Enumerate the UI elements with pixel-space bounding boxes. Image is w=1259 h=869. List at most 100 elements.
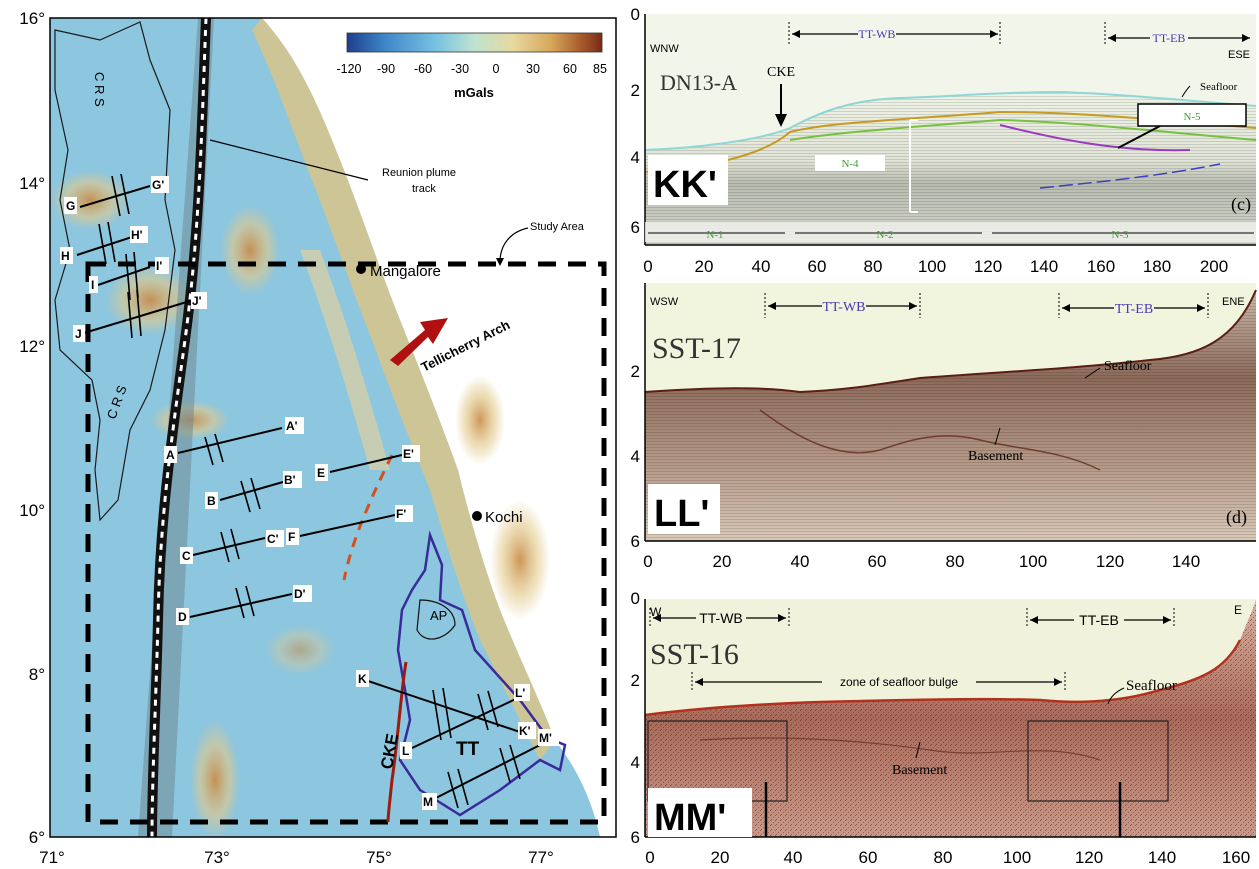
city-dot-mangalore xyxy=(356,264,366,274)
dir-right-c: ESE xyxy=(1228,49,1250,61)
x-tick: 0 xyxy=(645,848,654,867)
mm-label-box xyxy=(648,788,752,837)
bulge-label: zone of seafloor bulge xyxy=(840,675,958,689)
ttwb-c: TT-WB xyxy=(859,27,896,41)
cbar-tick: -60 xyxy=(414,62,432,76)
tellicherry-arrow xyxy=(390,318,448,366)
crs-label-top: C R S xyxy=(92,72,107,107)
n1-label: N-1 xyxy=(706,229,723,241)
profile-label: J' xyxy=(192,294,202,308)
anomaly xyxy=(265,625,335,675)
profile-i xyxy=(97,266,151,286)
city-dot-kochi xyxy=(472,511,482,521)
x-tick: 120 xyxy=(974,257,1002,276)
profile-label: I' xyxy=(156,259,162,273)
profile-f xyxy=(299,514,396,537)
profile-l xyxy=(411,696,521,749)
x-tick: 60 xyxy=(868,552,887,571)
profile-labels: G G' H H' I I' J J' A A' B B' C C' D D' … xyxy=(60,176,559,810)
lon-label: 71° xyxy=(39,848,65,867)
y-tick: 0 xyxy=(631,589,640,608)
horizon-c-green xyxy=(789,118,1257,141)
lat-label: 12° xyxy=(19,337,45,356)
cbar-tick: -30 xyxy=(451,62,469,76)
ll-label-box xyxy=(648,484,720,534)
city-kochi: Kochi xyxy=(485,509,523,526)
colorbar-ticks: -120 -90 -60 -30 0 30 60 85 xyxy=(336,62,607,76)
study-area-pointer xyxy=(499,227,529,263)
x-tick: 0 xyxy=(643,552,652,571)
kk-label: KK' xyxy=(653,164,717,206)
profile-label: F xyxy=(288,530,295,544)
plume-label-2: track xyxy=(412,183,436,195)
x-tick: 100 xyxy=(918,257,946,276)
x-tick: 80 xyxy=(864,257,883,276)
ll-label: LL' xyxy=(654,493,709,535)
y-tick: 0 xyxy=(631,5,640,24)
profile-label: A' xyxy=(286,419,298,433)
coastal-high xyxy=(252,18,555,760)
cbar-tick: 60 xyxy=(563,62,577,76)
seafloor-c-label: Seafloor xyxy=(1200,81,1238,93)
profile-g xyxy=(79,185,151,208)
profile-label: H xyxy=(61,249,70,263)
cke-label-c: CKE xyxy=(767,65,795,80)
y-tick: 4 xyxy=(631,753,640,772)
cbar-tick: 30 xyxy=(526,62,540,76)
x-tick: 20 xyxy=(713,552,732,571)
cbar-tick: 85 xyxy=(593,62,607,76)
colorbar-unit: mGals xyxy=(454,85,494,100)
x-tick: 100 xyxy=(1019,552,1047,571)
basement-d xyxy=(759,409,1101,471)
tt-label: TT xyxy=(456,739,480,760)
cbar-tick: 0 xyxy=(493,62,500,76)
x-tick: 140 xyxy=(1172,552,1200,571)
panel-ll: 2 4 6 0 20 40 60 80 100 120 140 WSW ENE … xyxy=(631,283,1257,571)
seafloor-e xyxy=(644,639,1242,717)
x-ticks-d: 0 20 40 60 80 100 120 140 xyxy=(643,552,1200,571)
n4-label: N-4 xyxy=(841,158,859,170)
ttwb-d: TT-WB xyxy=(822,300,865,315)
anomaly xyxy=(50,170,130,230)
crs-outline xyxy=(54,21,176,522)
x-tick: 80 xyxy=(946,552,965,571)
basement-e-label: Basement xyxy=(892,763,947,778)
y-tick: 4 xyxy=(631,447,640,466)
seismic-e-texture xyxy=(645,600,1256,837)
lon-label: 77° xyxy=(528,848,554,867)
cbar-tick: -120 xyxy=(336,62,361,76)
dir-left-d: WSW xyxy=(650,296,679,308)
y-tick: 2 xyxy=(631,671,640,690)
panel-c-tag: (c) xyxy=(1231,194,1251,215)
n5-label: N-5 xyxy=(1183,111,1201,123)
city-mangalore: Mangalore xyxy=(370,263,441,280)
x-ticks-c: 0 20 40 60 80 100 120 140 160 180 200 xyxy=(643,257,1228,276)
ridge-high xyxy=(300,250,390,470)
profile-label: E xyxy=(317,466,325,480)
land xyxy=(262,18,616,837)
profile-c xyxy=(192,537,266,556)
dir-left-c: WNW xyxy=(650,43,679,55)
cbar-tick: -90 xyxy=(377,62,395,76)
lat-label: 8° xyxy=(29,665,45,684)
lat-label: 10° xyxy=(19,501,45,520)
profile-ticks xyxy=(98,173,521,809)
profile-e xyxy=(329,454,403,473)
ap-label: AP xyxy=(430,608,447,623)
zoom-box-right xyxy=(1027,720,1169,802)
profile-j xyxy=(83,300,191,334)
x-tick: 180 xyxy=(1143,257,1171,276)
tteb-e: TT-EB xyxy=(1079,612,1119,628)
profile-label: L' xyxy=(515,686,525,700)
profile-label: A xyxy=(166,448,175,462)
anomaly xyxy=(455,375,505,465)
x-tick: 40 xyxy=(791,552,810,571)
n5-box xyxy=(1137,103,1247,127)
x-tick: 40 xyxy=(752,257,771,276)
seafloor-c xyxy=(644,90,1257,151)
lon-label: 73° xyxy=(204,848,230,867)
tteb-d: TT-EB xyxy=(1115,302,1153,317)
profile-label: M' xyxy=(539,731,552,745)
n4-box xyxy=(815,155,885,171)
profile-label: C' xyxy=(267,532,279,546)
